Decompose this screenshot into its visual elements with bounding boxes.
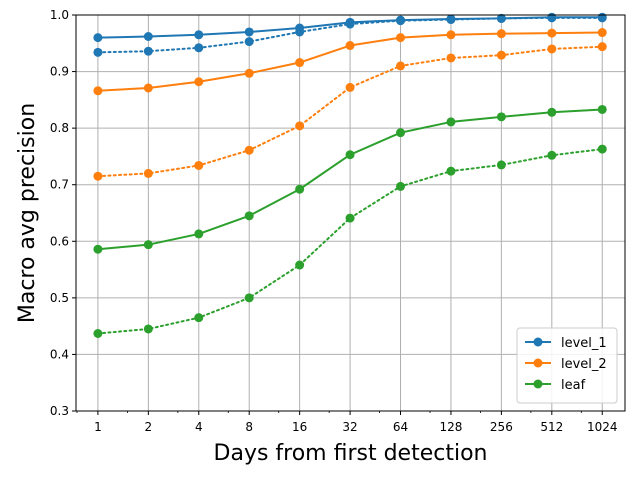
legend-item: level_1 [525,336,607,351]
data-point [446,30,456,40]
data-point [93,244,103,254]
data-point [244,145,254,155]
x-tick-label: 512 [540,420,563,434]
y-tick-label: 0.3 [50,404,69,418]
data-point [597,13,607,23]
x-tick-label: 16 [292,420,307,434]
data-point [143,324,153,334]
data-point [396,16,406,26]
series-unnamed-1 [93,13,607,57]
data-point [446,15,456,25]
x-tick-label: 1024 [587,420,618,434]
series-unnamed-5 [93,144,607,338]
y-axis-title: Macro avg precision [15,103,40,323]
data-point [597,104,607,114]
x-tick-label: 32 [342,420,357,434]
data-point [345,82,355,92]
data-point [244,68,254,78]
data-point [295,184,305,194]
y-tick-label: 0.5 [50,291,69,305]
data-point [194,43,204,53]
y-tick-label: 0.9 [50,65,69,79]
legend-swatch-marker [533,358,543,368]
legend-label: leaf [561,378,586,393]
data-point [244,27,254,37]
data-point [496,29,506,39]
data-point [597,28,607,38]
ticks: 1 2 4 8 16 32 64 128 256 512 1024 0.3 0.4 0.5 0.6 0.7 0.… [50,8,618,434]
legend-swatch-marker [533,337,543,347]
series-line [96,45,604,178]
data-point [396,61,406,71]
legend-swatch-marker [533,379,543,389]
data-point [446,53,456,63]
data-point [547,13,557,23]
x-tick-label: 1 [94,420,102,434]
series-level_2 [93,28,607,96]
y-tick-label: 0.8 [50,121,69,135]
data-point [396,33,406,43]
y-tick-label: 1.0 [50,8,69,22]
data-point [345,19,355,29]
series-layer [93,12,607,338]
data-point [194,30,204,40]
data-point [496,50,506,60]
x-tick-label: 8 [245,420,253,434]
data-point [143,168,153,178]
data-point [194,77,204,87]
data-point [597,42,607,52]
data-point [93,171,103,181]
data-point [345,41,355,51]
data-point [496,160,506,170]
data-point [446,117,456,127]
x-tick-label: 2 [145,420,153,434]
data-point [345,213,355,223]
data-point [597,144,607,154]
data-point [295,27,305,37]
data-point [396,128,406,138]
data-point [194,160,204,170]
data-point [143,83,153,93]
data-point [295,260,305,270]
data-point [93,328,103,338]
data-point [446,166,456,176]
data-point [93,86,103,96]
series-unnamed-3 [93,42,607,181]
data-point [547,150,557,160]
x-tick-label: 256 [490,420,513,434]
series-leaf [93,104,607,254]
legend-label: level_1 [561,336,607,351]
y-tick-label: 0.7 [50,178,69,192]
data-point [244,37,254,47]
data-point [93,47,103,57]
y-tick-label: 0.4 [50,347,69,361]
data-point [295,121,305,131]
data-point [496,13,506,23]
data-point [345,150,355,160]
legend-label: level_2 [561,357,607,372]
data-point [496,112,506,122]
data-point [143,240,153,250]
data-point [295,58,305,68]
y-tick-label: 0.6 [50,234,69,248]
data-point [244,293,254,303]
x-tick-label: 64 [393,420,408,434]
data-point [194,313,204,323]
data-point [93,33,103,43]
x-axis-title: Days from first detection [214,441,488,466]
data-point [547,107,557,117]
data-point [194,229,204,239]
x-tick-label: 4 [195,420,203,434]
data-point [547,28,557,38]
data-point [143,31,153,41]
data-point [143,46,153,56]
x-tick-label: 128 [439,420,462,434]
legend-item: level_2 [525,357,607,372]
legend-item: leaf [525,378,586,393]
data-point [396,181,406,191]
data-point [547,44,557,54]
data-point [244,211,254,221]
